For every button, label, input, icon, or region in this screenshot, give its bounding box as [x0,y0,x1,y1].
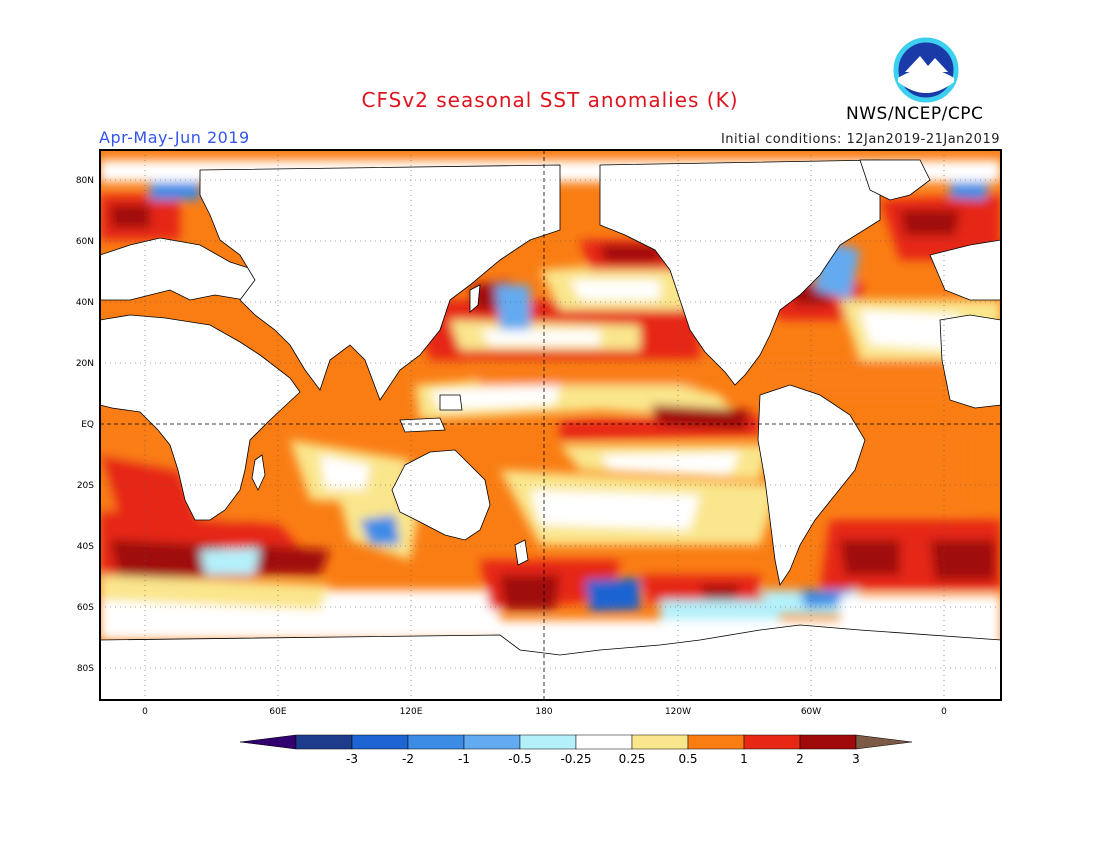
lon-label: 0 [142,707,148,717]
colorbar-swatch [407,734,465,750]
chart-title: CFSv2 seasonal SST anomalies (K) [361,88,739,112]
colorbar-swatch [743,734,801,750]
colorbar-swatch [295,734,353,750]
lat-label: 40S [77,542,94,552]
colorbar-label: -2 [402,752,414,766]
graticule [100,150,1001,700]
colorbar-swatch [799,734,857,750]
lat-label: 20N [76,359,94,369]
season-label: Apr-May-Jun 2019 [99,128,250,147]
colorbar-label: 0.5 [678,752,697,766]
noaa-logo [893,37,959,103]
colorbar-high-arrow [855,734,913,750]
equator-dateline [100,150,1001,700]
land [100,159,1001,700]
map-frame [99,149,1002,701]
lat-label: 60N [76,237,94,247]
colorbar-swatch [631,734,689,750]
latitude-labels: 80N 60N 40N 20N EQ 20S 40S 60S 80S [76,176,94,674]
colorbar-label: 3 [852,752,860,766]
initial-conditions-label: Initial conditions: 12Jan2019-21Jan2019 [720,132,1000,147]
lat-label: 20S [77,481,94,491]
colorbar-label: -1 [458,752,470,766]
lon-label: 60W [801,707,821,717]
lat-label: 40N [76,298,94,308]
lat-label: 80N [76,176,94,186]
lon-label: 0 [941,707,947,717]
colorbar-label: -0.5 [508,752,531,766]
lat-label: 80S [77,664,94,674]
lon-label: 180 [535,707,552,717]
colorbar-swatch [687,734,745,750]
colorbar-label: 2 [796,752,804,766]
agency-label: NWS/NCEP/CPC [846,104,984,124]
lon-label: 120W [665,707,691,717]
lat-label: EQ [81,420,94,430]
lat-label: 60S [77,603,94,613]
longitude-labels: 0 60E 120E 180 120W 60W 0 [142,707,947,717]
colorbar-swatch [463,734,521,750]
colorbar-label: -0.25 [560,752,591,766]
colorbar-swatch [519,734,577,750]
colorbar: -3 -2 -1 -0.5 -0.25 0.25 0.5 1 2 3 [239,734,913,766]
colorbar-label: -3 [346,752,358,766]
colorbar-swatch [351,734,409,750]
colorbar-label: 0.25 [619,752,646,766]
colorbar-swatch [575,734,633,750]
colorbar-low-arrow [239,734,297,750]
colorbar-label: 1 [740,752,748,766]
lon-label: 60E [269,707,286,717]
lon-label: 120E [400,707,423,717]
anomaly-field [100,150,1001,700]
